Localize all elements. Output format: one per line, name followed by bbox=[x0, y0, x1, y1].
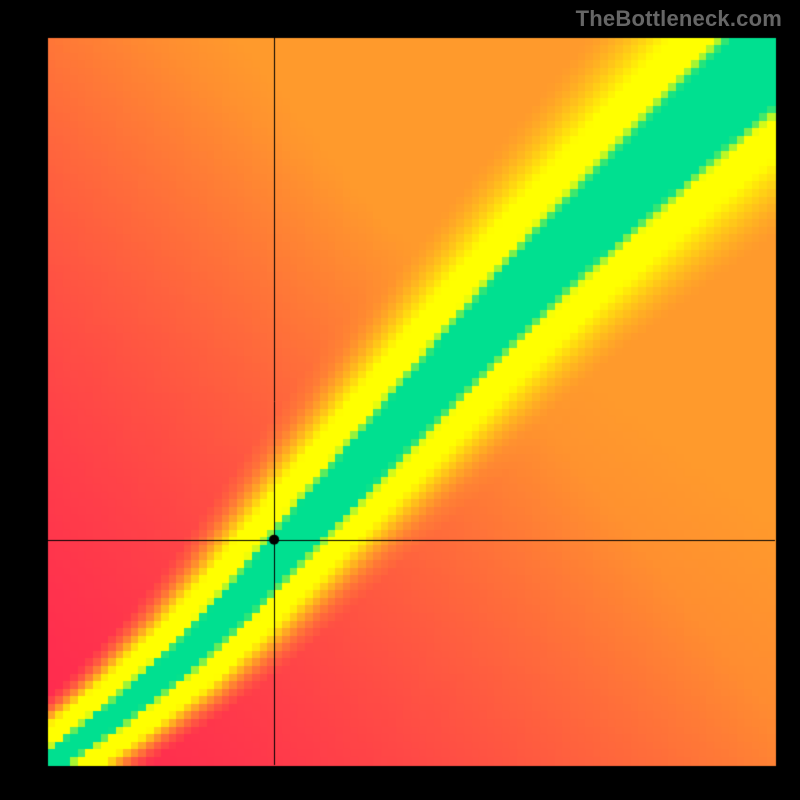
watermark-label: TheBottleneck.com bbox=[576, 6, 782, 32]
heatmap-canvas bbox=[0, 0, 800, 800]
chart-container: TheBottleneck.com bbox=[0, 0, 800, 800]
